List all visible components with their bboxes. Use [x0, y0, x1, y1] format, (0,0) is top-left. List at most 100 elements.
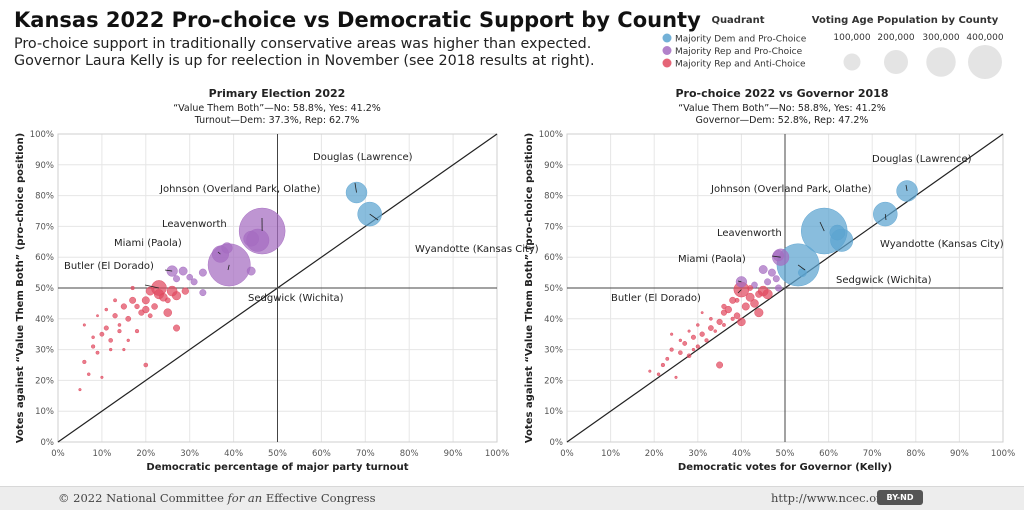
- county-point: [750, 299, 758, 307]
- y-axis-label: Votes against “Value Them Both” (pro-cho…: [524, 133, 535, 443]
- legend-size-circle-3: [968, 45, 1002, 79]
- footer-copyright-end: Effective Congress: [266, 491, 376, 505]
- x-tick-label: 20%: [645, 449, 664, 459]
- county-point: [104, 326, 109, 331]
- county-label: Johnson (Overland Park, Olathe): [710, 184, 871, 195]
- county-point: [139, 310, 145, 316]
- legend-size-circle-0: [844, 54, 861, 71]
- county-point: [113, 313, 118, 318]
- county-point: [742, 303, 749, 310]
- x-tick-label: 20%: [136, 449, 155, 459]
- county-point: [666, 357, 669, 360]
- county-point: [79, 388, 82, 391]
- county-label: Douglas (Lawrence): [872, 154, 972, 165]
- x-tick-label: 40%: [224, 449, 243, 459]
- county-point: [700, 332, 705, 337]
- county-point: [735, 298, 739, 302]
- legend-size-label-2: 300,000: [922, 33, 959, 43]
- county-point: [670, 333, 673, 336]
- y-tick-label: 30%: [544, 346, 563, 356]
- county-point: [105, 308, 108, 311]
- chart-subtitle-line-2: Turnout—Dem: 37.3%, Rep: 62.7%: [194, 115, 360, 126]
- chart-2: Pro-choice 2022 vs Governor 2018“Value T…: [524, 87, 1015, 473]
- county-point: [187, 274, 193, 280]
- x-tick-label: 50%: [268, 449, 287, 459]
- chart-title: Primary Election 2022: [209, 87, 346, 100]
- x-tick-label: 60%: [819, 449, 838, 459]
- county-point: [661, 363, 665, 367]
- county-point: [100, 332, 104, 336]
- county-label: Leavenworth: [717, 228, 782, 239]
- legend-quadrant-label-1: Majority Rep and Pro-Choice: [675, 47, 803, 57]
- county-point: [173, 325, 179, 331]
- legend-size-circle-1: [884, 50, 908, 74]
- legend-size-title: Voting Age Population by County: [812, 15, 999, 26]
- y-tick-label: 60%: [35, 253, 54, 263]
- legend-quadrant-title: Quadrant: [711, 15, 764, 26]
- x-tick-label: 30%: [688, 449, 707, 459]
- county-point: [109, 338, 113, 342]
- y-tick-label: 40%: [35, 315, 54, 325]
- county-point: [92, 336, 95, 339]
- y-tick-label: 10%: [35, 407, 54, 417]
- chart-1: Primary Election 2022“Value Them Both”—N…: [15, 87, 539, 473]
- county-point: [649, 370, 652, 373]
- county-point: [122, 348, 125, 351]
- y-tick-label: 0%: [41, 438, 55, 448]
- footer-copyright-em: for an: [228, 491, 263, 505]
- county-point: [113, 299, 116, 302]
- county-point: [109, 348, 112, 351]
- county-point: [173, 276, 179, 282]
- county-point: [200, 289, 206, 295]
- county-point: [678, 351, 682, 355]
- footer-url-link[interactable]: http://www.ncec.org: [771, 491, 889, 505]
- county-point: [768, 269, 775, 276]
- license-badge[interactable]: BY-ND: [877, 490, 923, 505]
- county-point: [247, 267, 255, 275]
- x-tick-label: 50%: [776, 449, 795, 459]
- x-tick-label: 0%: [560, 449, 574, 459]
- footer-copyright-text: © 2022 National Committee: [58, 491, 224, 505]
- county-point: [142, 297, 149, 304]
- county-label: Leavenworth: [162, 219, 227, 230]
- county-point: [121, 304, 127, 310]
- county-label: Douglas (Lawrence): [313, 152, 413, 163]
- county-point: [687, 354, 691, 358]
- county-label: Johnson (Overland Park, Olathe): [159, 184, 320, 195]
- charts-canvas: Quadrant Majority Dem and Pro-Choice Major…: [0, 0, 1024, 486]
- county-point: [773, 276, 779, 282]
- county-point: [679, 339, 682, 342]
- county-label: Miami (Paola): [678, 254, 746, 265]
- y-tick-label: 20%: [544, 376, 563, 386]
- county-label: Sedgwick (Wichita): [248, 293, 344, 304]
- county-label: Miami (Paola): [114, 238, 182, 249]
- county-point: [164, 309, 172, 317]
- y-axis-label: Votes against “Value Them Both” (pro-cho…: [15, 133, 26, 443]
- x-tick-label: 80%: [906, 449, 925, 459]
- chart-subtitle-line-1: “Value Them Both”—No: 58.8%, Yes: 41.2%: [678, 103, 886, 114]
- y-tick-label: 10%: [544, 407, 563, 417]
- county-point: [179, 267, 187, 275]
- county-point: [692, 348, 695, 351]
- county-point: [688, 330, 691, 333]
- legend-quadrant-label-0: Majority Dem and Pro-Choice: [675, 35, 807, 45]
- county-point: [129, 297, 135, 303]
- county-point: [683, 341, 687, 345]
- county-point: [135, 304, 140, 309]
- y-tick-label: 80%: [35, 192, 54, 202]
- x-tick-label: 60%: [312, 449, 331, 459]
- county-point: [755, 291, 762, 298]
- county-point: [775, 285, 781, 291]
- county-point: [83, 324, 86, 327]
- county-point: [755, 308, 764, 317]
- legend-quadrant-label-2: Majority Rep and Anti-Choice: [675, 60, 806, 70]
- county-point: [148, 314, 152, 318]
- county-label: Sedgwick (Wichita): [836, 275, 932, 286]
- county-point: [91, 345, 95, 349]
- chart-subtitle-line-2: Governor—Dem: 52.8%, Rep: 47.2%: [696, 115, 869, 126]
- county-point: [708, 325, 713, 330]
- y-tick-label: 100%: [30, 130, 54, 140]
- y-tick-label: 50%: [35, 284, 54, 294]
- county-point: [731, 317, 735, 321]
- x-tick-label: 80%: [400, 449, 419, 459]
